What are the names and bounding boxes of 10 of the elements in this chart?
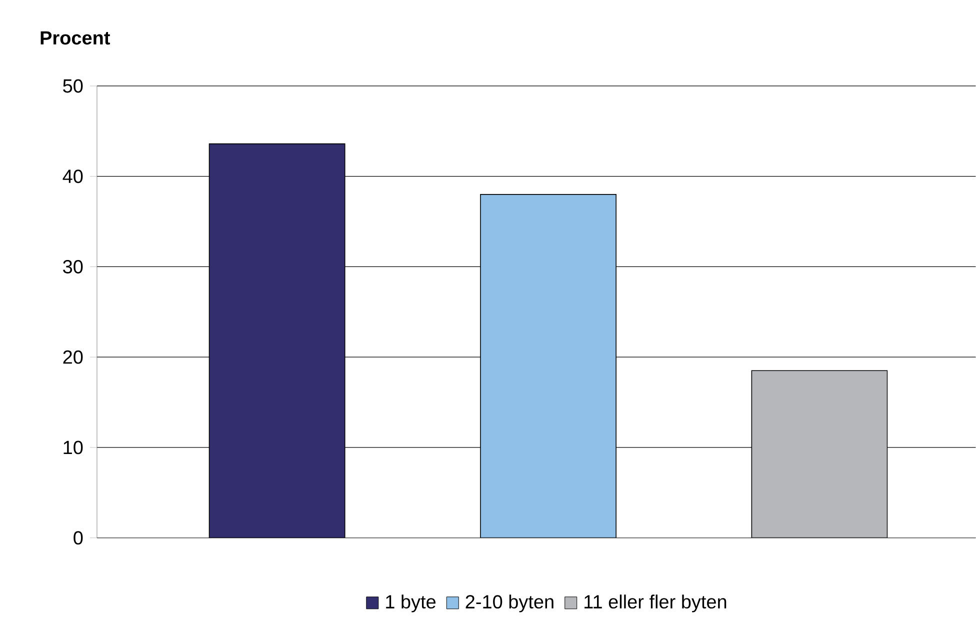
legend-label: 1 byte <box>386 594 436 612</box>
y-tick-label: 50 <box>63 79 83 93</box>
y-tick-label: 30 <box>63 260 83 274</box>
legend-label: 11 eller fler byten <box>584 594 726 612</box>
y-tick-label: 10 <box>64 440 83 454</box>
y-tick-label: 40 <box>62 170 83 184</box>
y-tick-label: 0 <box>74 531 83 545</box>
legend-label: 2-10 byten <box>466 594 554 612</box>
y-axis-title: Procent <box>40 31 110 45</box>
y-tick-label: 20 <box>63 350 83 364</box>
